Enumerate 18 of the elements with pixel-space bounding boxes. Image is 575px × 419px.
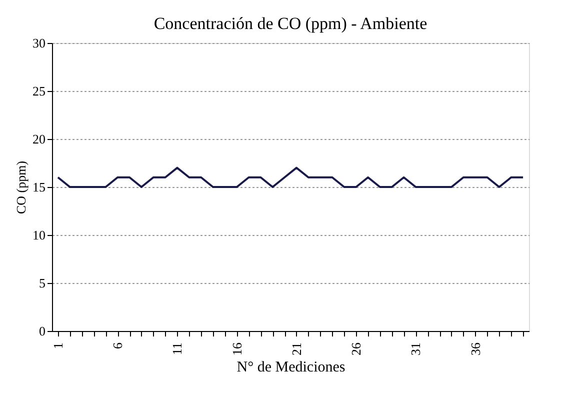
x-tick-label: 36 xyxy=(468,342,483,356)
y-tick-label: 20 xyxy=(32,132,46,146)
chart-title: Concentración de CO (ppm) - Ambiente xyxy=(154,14,428,33)
y-tick-label: 5 xyxy=(39,276,46,290)
x-tick-label: 1 xyxy=(50,342,66,349)
y-tick-label: 25 xyxy=(32,84,46,98)
x-tick-label: 11 xyxy=(170,342,185,356)
y-tick-label: 0 xyxy=(39,324,46,338)
x-axis-title: N° de Mediciones xyxy=(236,360,346,376)
x-tick-label: 31 xyxy=(408,342,424,356)
x-tick-label: 21 xyxy=(288,342,304,356)
y-tick-label: 10 xyxy=(32,228,46,242)
x-tick-label: 6 xyxy=(110,342,126,349)
y-axis-title: CO (ppm) xyxy=(14,160,28,214)
x-tick-label: 16 xyxy=(229,342,244,356)
x-tick-label: 26 xyxy=(348,342,364,356)
y-tick-label: 30 xyxy=(32,36,46,50)
y-tick-label: 15 xyxy=(32,180,46,194)
